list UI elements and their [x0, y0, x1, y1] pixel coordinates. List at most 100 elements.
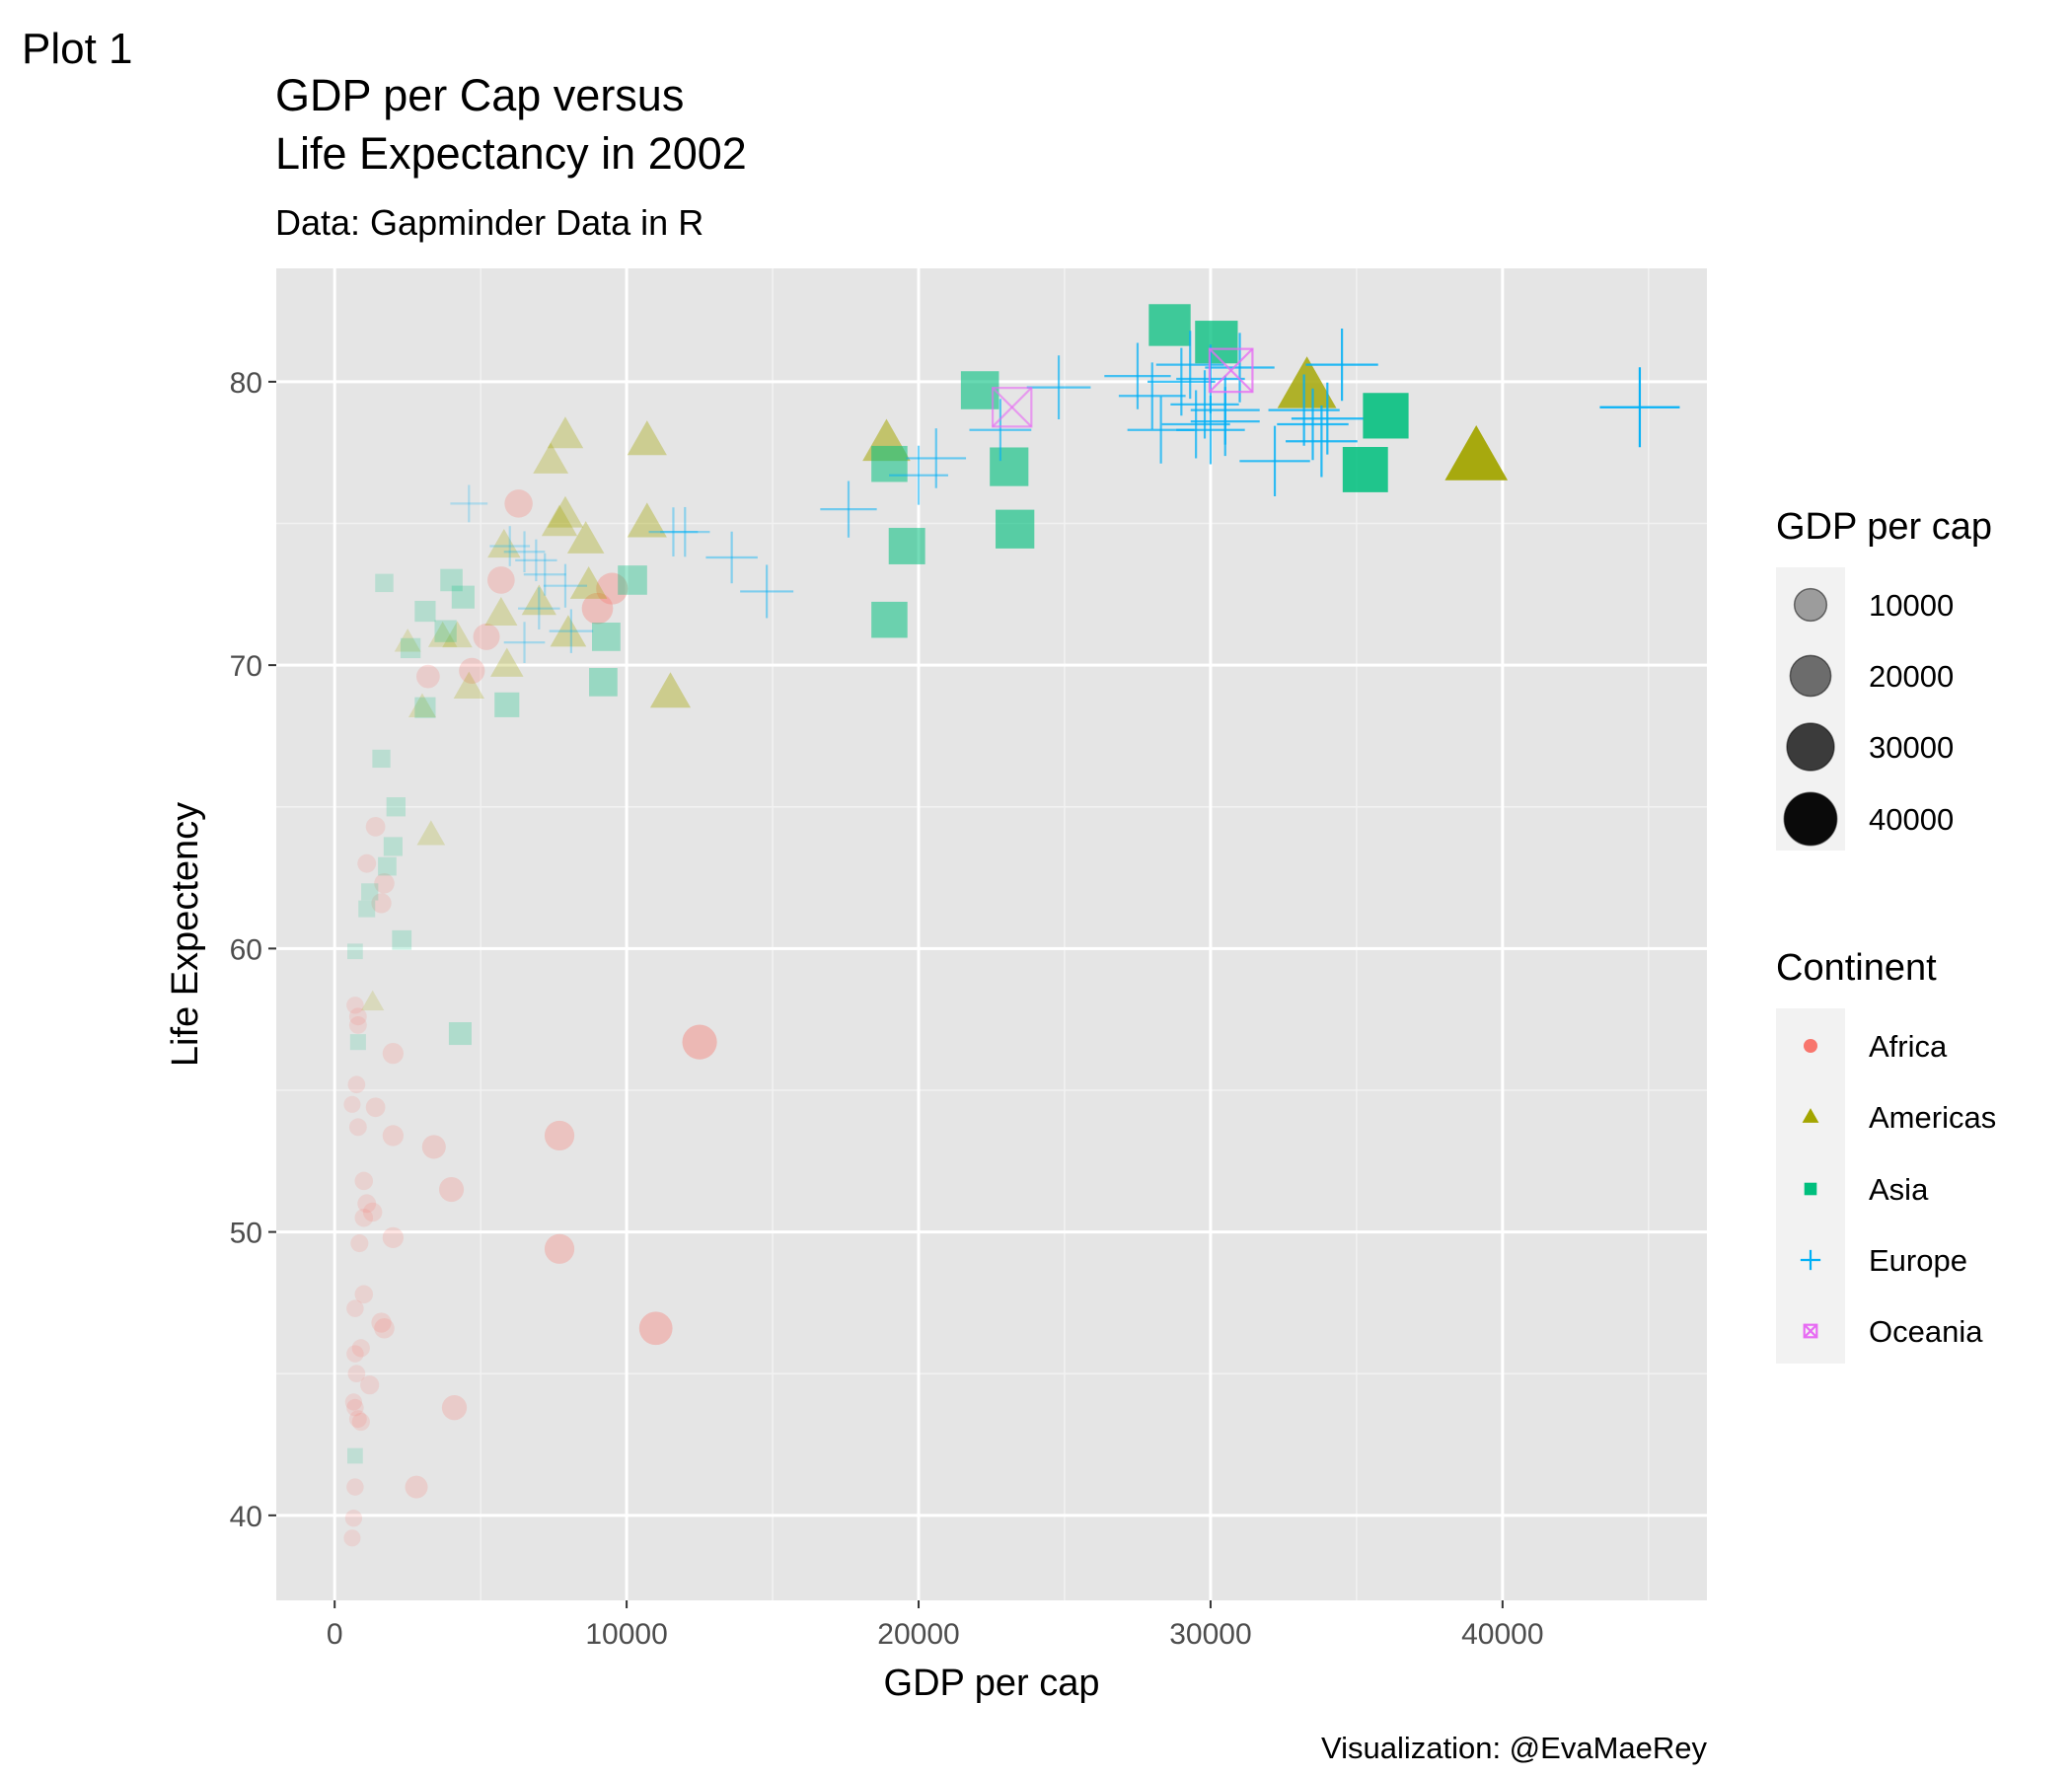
- point-asia: [1148, 304, 1191, 346]
- point-europe: [906, 428, 967, 488]
- point-africa: [596, 572, 629, 605]
- point-africa: [405, 1475, 428, 1499]
- point-africa: [504, 489, 533, 518]
- point-africa: [421, 1135, 446, 1159]
- point-asia: [996, 509, 1035, 549]
- point-asia: [383, 837, 403, 856]
- point-europe: [518, 587, 560, 629]
- point-asia: [434, 620, 457, 642]
- point-africa: [438, 1176, 465, 1203]
- point-africa: [348, 1118, 367, 1137]
- point-americas: [627, 420, 667, 456]
- chart-subtitle: Data: Gapminder Data in R: [275, 202, 703, 243]
- point-europe: [889, 445, 948, 505]
- chart-title-line-2: Life Expectancy in 2002: [275, 128, 747, 179]
- point-americas: [490, 647, 524, 677]
- point-americas: [416, 820, 446, 846]
- size-legend-key: [1786, 722, 1835, 772]
- point-africa: [348, 1015, 367, 1034]
- point-africa: [365, 1097, 386, 1118]
- point-africa: [581, 592, 614, 625]
- continent-legend-key-americas: [1802, 1108, 1819, 1123]
- size-legend-label: 40000: [1869, 802, 1954, 837]
- point-africa: [362, 1202, 383, 1222]
- point-africa: [371, 1312, 392, 1333]
- point-asia: [871, 601, 908, 638]
- x-tick-label: 20000: [877, 1618, 959, 1651]
- point-asia: [392, 929, 412, 950]
- x-tick-label: 30000: [1169, 1618, 1251, 1651]
- continent-legend-label: Africa: [1869, 1029, 1948, 1064]
- point-europe: [543, 563, 588, 608]
- point-americas: [649, 672, 692, 708]
- point-africa: [343, 1529, 361, 1547]
- size-legend-key: [1783, 791, 1838, 847]
- y-tick-label: 60: [230, 933, 262, 966]
- point-africa: [346, 1299, 364, 1317]
- point-africa: [544, 1233, 575, 1264]
- point-oceania: [1208, 347, 1254, 394]
- size-legend-keys: [1783, 587, 1838, 847]
- point-africa: [346, 1345, 364, 1363]
- point-asia: [494, 692, 520, 717]
- point-americas: [1444, 425, 1509, 481]
- caption: Visualization: @EvaMaeRey: [1321, 1731, 1708, 1765]
- point-americas: [533, 442, 569, 474]
- plot-panel: [276, 268, 1707, 1600]
- point-africa: [354, 1208, 374, 1227]
- point-asia: [591, 623, 621, 651]
- point-africa: [371, 893, 392, 914]
- continent-legend-label: Asia: [1869, 1172, 1929, 1207]
- axis-ticks: 0 10000 20000 30000 40000 40 50 60 70 80: [230, 367, 1544, 1651]
- point-africa: [382, 1043, 405, 1065]
- x-tick-label: 40000: [1461, 1618, 1543, 1651]
- chart-title-line-1: GDP per Cap versus: [275, 70, 684, 120]
- point-europe: [1277, 388, 1349, 461]
- continent-legend: Continent Africa Americas Asia Europe Oc…: [1776, 947, 1996, 1364]
- point-americas: [487, 528, 521, 558]
- point-europe: [648, 507, 699, 557]
- point-americas: [521, 584, 556, 616]
- point-europe: [820, 481, 877, 538]
- point-asia: [400, 637, 421, 659]
- point-asia: [347, 943, 363, 960]
- point-europe: [1190, 375, 1260, 445]
- point-africa: [346, 997, 364, 1014]
- continent-legend-key-oceania: [1803, 1323, 1818, 1339]
- point-africa: [487, 566, 515, 594]
- point-asia: [618, 565, 647, 595]
- point-europe: [1291, 382, 1364, 455]
- point-europe: [1118, 362, 1186, 430]
- point-africa: [351, 1339, 370, 1358]
- point-africa: [347, 1075, 366, 1094]
- plot-tag: Plot 1: [22, 25, 133, 73]
- continent-legend-key-africa: [1804, 1039, 1817, 1053]
- point-asia: [888, 528, 925, 564]
- point-europe: [1170, 370, 1239, 439]
- point-europe: [1599, 367, 1680, 448]
- point-europe: [1205, 333, 1275, 403]
- point-africa: [347, 1365, 366, 1383]
- y-tick-label: 40: [230, 1501, 262, 1533]
- continent-legend-label: Oceania: [1869, 1314, 1983, 1349]
- point-africa: [351, 1412, 370, 1432]
- point-africa: [382, 1125, 405, 1147]
- major-gridlines: [276, 268, 1707, 1600]
- point-africa: [360, 1375, 380, 1395]
- point-asia: [414, 697, 436, 718]
- point-oceania: [991, 387, 1033, 428]
- point-asia: [448, 1022, 472, 1046]
- point-europe: [740, 564, 794, 619]
- y-tick-label: 80: [230, 367, 262, 400]
- point-africa: [344, 1393, 363, 1411]
- point-africa: [350, 1234, 369, 1253]
- point-europe: [549, 609, 594, 653]
- point-asia: [375, 573, 394, 593]
- point-europe: [660, 506, 710, 557]
- continent-legend-keys: [1800, 1039, 1821, 1339]
- continent-legend-key-europe: [1800, 1249, 1821, 1271]
- point-americas: [547, 495, 584, 528]
- point-europe: [1286, 405, 1358, 478]
- point-africa: [682, 1024, 717, 1060]
